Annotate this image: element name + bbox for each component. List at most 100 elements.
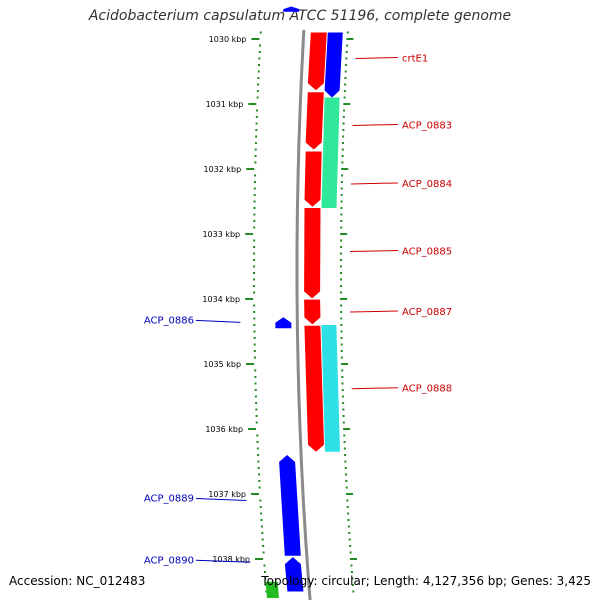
ruler-minor-tick (346, 506, 349, 508)
ruler-minor-tick (256, 447, 259, 450)
ruler-minor-tick (345, 51, 348, 53)
ruler-tick-label: 1038 kbp (212, 555, 250, 564)
ruler-minor-tick (254, 369, 257, 372)
ruler-major-tick (245, 233, 254, 235)
ruler-minor-tick (340, 304, 343, 307)
ruler-minor-tick (257, 83, 260, 86)
ruler-minor-tick (253, 259, 256, 261)
ruler-minor-tick (340, 265, 343, 268)
ruler-major-tick (246, 168, 255, 170)
ruler-minor-tick (351, 584, 354, 586)
ruler-minor-tick (340, 246, 343, 248)
ruler-minor-tick (256, 109, 259, 112)
label-leader-line (195, 559, 251, 563)
gene-label: ACP_0883 (402, 120, 452, 131)
ruler-minor-tick (346, 44, 349, 47)
ruler-minor-tick (344, 83, 347, 86)
label-leader-line (351, 387, 399, 390)
ruler-minor-tick (345, 57, 348, 60)
ruler-tick-label: 1032 kbp (204, 165, 242, 174)
ruler-minor-tick (341, 142, 344, 144)
ruler-minor-tick (340, 187, 343, 190)
ruler-minor-tick (349, 545, 352, 547)
ruler-minor-tick (341, 155, 344, 157)
ruler-minor-tick (253, 350, 256, 352)
ruler-minor-tick (258, 473, 261, 476)
ruler-minor-tick (253, 181, 256, 183)
ruler-major-tick (343, 428, 351, 430)
ruler-minor-tick (340, 252, 343, 255)
ruler-minor-tick (341, 161, 344, 164)
ruler-minor-tick (257, 70, 260, 73)
ruler-minor-tick (345, 64, 348, 66)
ruler-major-tick (251, 38, 260, 40)
ruler-minor-tick (342, 129, 345, 131)
ruler-minor-tick (344, 454, 347, 456)
ruler-minor-tick (254, 142, 257, 144)
ruler-minor-tick (253, 194, 256, 196)
ruler-minor-tick (340, 213, 343, 216)
ruler-minor-tick (253, 291, 256, 294)
gene-label: ACP_0889 (144, 494, 194, 505)
ruler-minor-tick (258, 486, 261, 489)
gene-feature (304, 325, 324, 452)
ruler-minor-tick (261, 532, 264, 534)
ruler-minor-tick (350, 571, 353, 573)
ruler-minor-tick (255, 122, 258, 125)
gene-feature (321, 325, 340, 452)
ruler-minor-tick (262, 551, 265, 554)
ruler-minor-tick (253, 265, 256, 268)
ruler-minor-tick (341, 148, 344, 151)
ruler-minor-tick (343, 90, 346, 92)
ruler-minor-tick (340, 324, 343, 326)
ruler-tick-label: 1034 kbp (202, 295, 240, 304)
ruler-minor-tick (340, 220, 343, 222)
ruler-minor-tick (342, 135, 345, 138)
label-leader-line (352, 123, 399, 126)
ruler-major-tick (248, 428, 257, 430)
ruler-minor-tick (342, 116, 345, 118)
ruler-major-tick (341, 363, 349, 365)
ruler-minor-tick (253, 330, 256, 333)
gene-feature (284, 557, 304, 592)
ruler-major-tick (340, 298, 348, 300)
ruler-minor-tick (253, 317, 256, 320)
ruler-minor-tick (256, 96, 259, 99)
ruler-minor-tick (340, 194, 343, 196)
ruler-minor-tick (253, 356, 256, 359)
ruler-minor-tick (342, 421, 345, 424)
ruler-minor-tick (342, 408, 345, 411)
label-leader-line (350, 250, 399, 253)
ruler-minor-tick (340, 330, 343, 333)
ruler-minor-tick (254, 389, 257, 391)
ruler-minor-tick (253, 213, 256, 216)
ruler-minor-tick (340, 181, 343, 183)
ruler-minor-tick (344, 467, 347, 469)
gene-label: ACP_0886 (144, 315, 194, 326)
ruler-minor-tick (343, 434, 346, 437)
ruler-minor-tick (340, 356, 343, 359)
ruler-tick-label: 1030 kbp (209, 35, 247, 44)
genome-backbone (295, 29, 312, 600)
ruler-minor-tick (263, 571, 266, 573)
gene-label: ACP_0887 (402, 307, 452, 318)
ruler-tick-label: 1033 kbp (202, 230, 240, 239)
label-leader-line (195, 498, 247, 501)
gene-label: ACP_0884 (402, 179, 452, 190)
ruler-minor-tick (253, 324, 256, 326)
ruler-minor-tick (258, 64, 261, 66)
ruler-minor-tick (347, 512, 350, 515)
ruler-minor-tick (254, 395, 257, 398)
ruler-minor-tick (340, 350, 343, 352)
ruler-minor-tick (342, 402, 345, 404)
ruler-minor-tick (348, 538, 351, 541)
ruler-minor-tick (264, 577, 267, 580)
ruler-minor-tick (348, 532, 351, 534)
ruler-minor-tick (253, 272, 256, 274)
accession-text: Accession: NC_012483 (9, 574, 146, 588)
gene-feature (304, 208, 321, 299)
gene-feature (283, 6, 300, 12)
ruler-minor-tick (258, 57, 261, 60)
label-leader-line (355, 57, 399, 59)
ruler-minor-tick (258, 480, 261, 482)
